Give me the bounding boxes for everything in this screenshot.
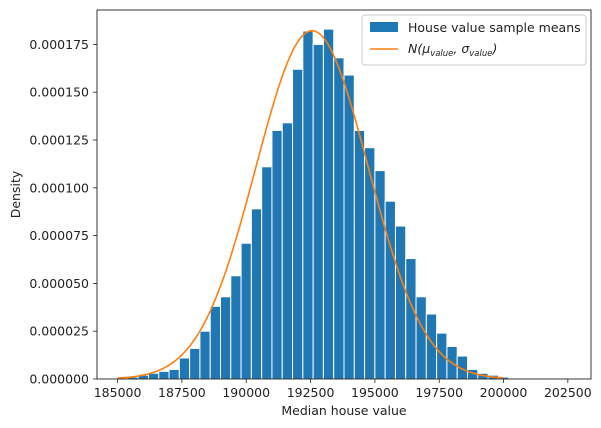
histogram-bar — [250, 208, 263, 380]
histogram-bar — [281, 122, 294, 380]
legend: House value sample means N(μvalue, σvalu… — [361, 14, 587, 66]
histogram-bar — [436, 332, 448, 380]
y-tick-label: 0.000100 — [29, 180, 89, 195]
plot-frame — [96, 9, 592, 380]
legend-curve-mid: , σ — [453, 41, 470, 56]
histogram-bars — [117, 28, 510, 380]
normal-pdf-curve — [117, 29, 504, 379]
histogram-bar — [178, 357, 191, 380]
y-tick-label: 0.000125 — [29, 133, 89, 148]
histogram-bar — [322, 28, 335, 380]
x-tick-label: 187500 — [158, 385, 206, 400]
histogram-bar — [333, 57, 345, 380]
histogram-bar — [415, 296, 427, 380]
x-tick-label: 202500 — [544, 385, 592, 400]
histogram-bar — [271, 129, 283, 380]
histogram-bar — [209, 305, 221, 380]
histogram-bar — [240, 242, 252, 380]
y-tick-label: 0.000050 — [29, 276, 89, 291]
x-tick-label: 200000 — [480, 385, 528, 400]
histogram-bar — [230, 275, 242, 380]
legend-curve-sub2: value — [469, 49, 492, 59]
y-tick-label: 0.000175 — [29, 37, 89, 52]
x-tick-label: 195000 — [351, 385, 399, 400]
histogram-bar — [374, 170, 386, 380]
legend-label-histogram: House value sample means — [408, 20, 581, 35]
x-tick-label: 185000 — [94, 385, 142, 400]
y-tick-label: 0.000000 — [29, 372, 89, 387]
histogram-bar — [343, 74, 355, 380]
legend-curve-main: N(μ — [408, 41, 430, 56]
legend-box — [361, 14, 587, 66]
histogram-bar — [168, 368, 180, 380]
legend-curve-end: ) — [492, 41, 498, 56]
x-axis-ticks: 185000 187500 190000 192500 195000 197500 2000… — [94, 379, 592, 400]
normal-curve-layer — [117, 29, 504, 379]
y-axis-ticks: 0.000000 0.000025 0.000050 0.000075 0.000100… — [29, 37, 97, 387]
histogram-bar — [302, 30, 314, 380]
histogram-bar — [158, 370, 170, 380]
x-tick-label: 190000 — [222, 385, 270, 400]
x-axis-label: Median house value — [281, 403, 407, 418]
x-tick-label: 192500 — [287, 385, 335, 400]
histogram-bar — [292, 68, 304, 380]
histogram-bar — [312, 43, 324, 380]
histogram-bar — [394, 225, 407, 380]
histogram-bar — [261, 166, 273, 380]
histogram-bar — [405, 258, 417, 380]
histogram-bar — [220, 296, 232, 380]
histogram-bar — [353, 129, 366, 380]
y-tick-label: 0.000025 — [29, 324, 89, 339]
legend-swatch-histogram — [370, 22, 398, 32]
histogram-bar — [189, 347, 201, 380]
legend-label-normal-curve: N(μvalue, σvalue) — [408, 41, 497, 59]
y-tick-label: 0.000150 — [29, 85, 89, 100]
histogram-bar — [364, 147, 376, 380]
x-tick-label: 197500 — [415, 385, 463, 400]
y-axis-label: Density — [8, 170, 23, 218]
y-tick-label: 0.000075 — [29, 228, 89, 243]
histogram-bar — [384, 200, 396, 380]
histogram-bar — [199, 330, 211, 380]
legend-curve-sub1: value — [430, 49, 453, 59]
